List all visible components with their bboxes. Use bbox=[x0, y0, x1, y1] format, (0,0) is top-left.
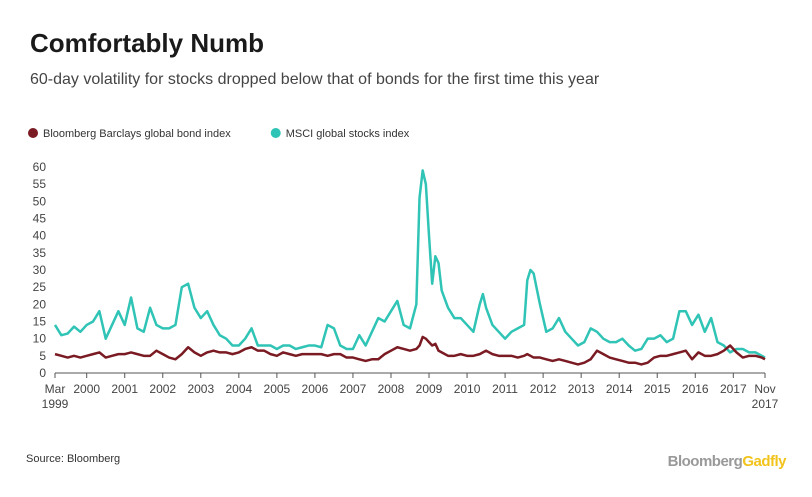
x-tick-label: 2009 bbox=[416, 382, 443, 396]
series-line bbox=[53, 169, 766, 359]
x-tick-label: 2010 bbox=[454, 382, 481, 396]
x-tick-label: 2017 bbox=[720, 382, 747, 396]
x-tick-label-part: 2017 bbox=[752, 397, 779, 411]
x-tick-label: 2011 bbox=[492, 382, 518, 396]
legend-label: Bloomberg Barclays global bond index bbox=[43, 128, 231, 140]
y-tick-label: 25 bbox=[33, 280, 47, 294]
x-tick-label: 2015 bbox=[644, 382, 671, 396]
x-tick-label: 2013 bbox=[568, 382, 595, 396]
legend-label: MSCI global stocks index bbox=[286, 128, 410, 140]
y-tick-label: 30 bbox=[33, 263, 47, 277]
x-tick-label: 2014 bbox=[606, 382, 633, 396]
y-tick-label: 60 bbox=[33, 160, 47, 174]
x-tick-label: 2016 bbox=[682, 382, 709, 396]
x-tick-label-part: 1999 bbox=[42, 397, 69, 411]
x-tick-label: 2003 bbox=[187, 382, 214, 396]
legend-marker bbox=[270, 128, 281, 138]
x-tick-label-part: Mar bbox=[45, 382, 66, 396]
y-tick-label: 10 bbox=[33, 332, 47, 346]
y-tick-label: 15 bbox=[33, 315, 47, 329]
x-tick-label-part: Nov bbox=[754, 382, 775, 396]
x-tick-label: 2000 bbox=[73, 382, 100, 396]
series-line bbox=[54, 335, 766, 366]
x-tick-label: 2006 bbox=[302, 382, 329, 396]
x-tick-label: 2008 bbox=[378, 382, 405, 396]
x-tick-label: 2012 bbox=[530, 382, 557, 396]
y-tick-label: 35 bbox=[33, 246, 47, 260]
y-tick-label: 45 bbox=[33, 212, 47, 226]
y-tick-label: 55 bbox=[33, 177, 47, 191]
brand-name: Bloomberg bbox=[668, 453, 743, 470]
x-tick-label: Nov 2017 bbox=[752, 382, 779, 411]
y-tick-label: 50 bbox=[33, 194, 47, 208]
chart-subtitle: 60-day volatility for stocks dropped bel… bbox=[30, 71, 600, 88]
y-tick-label: 0 bbox=[39, 366, 46, 380]
x-tick-label: 2004 bbox=[225, 382, 252, 396]
y-tick-label: 5 bbox=[39, 349, 46, 363]
y-tick-label: 40 bbox=[33, 229, 47, 243]
legend-marker bbox=[28, 128, 38, 138]
x-tick-label: 2002 bbox=[149, 382, 176, 396]
chart-title: Comfortably Numb bbox=[30, 28, 264, 58]
x-tick-label: 2005 bbox=[264, 382, 291, 396]
brand-sub: Gadfly bbox=[742, 453, 787, 470]
x-tick-label: 2007 bbox=[340, 382, 367, 396]
brand-logo: BloombergGadfly bbox=[668, 453, 788, 470]
x-tick-label: 2001 bbox=[111, 382, 138, 396]
x-tick-label: Mar 1999 bbox=[42, 382, 69, 411]
y-tick-label: 20 bbox=[33, 297, 47, 311]
source: Source: Bloomberg bbox=[26, 453, 120, 465]
